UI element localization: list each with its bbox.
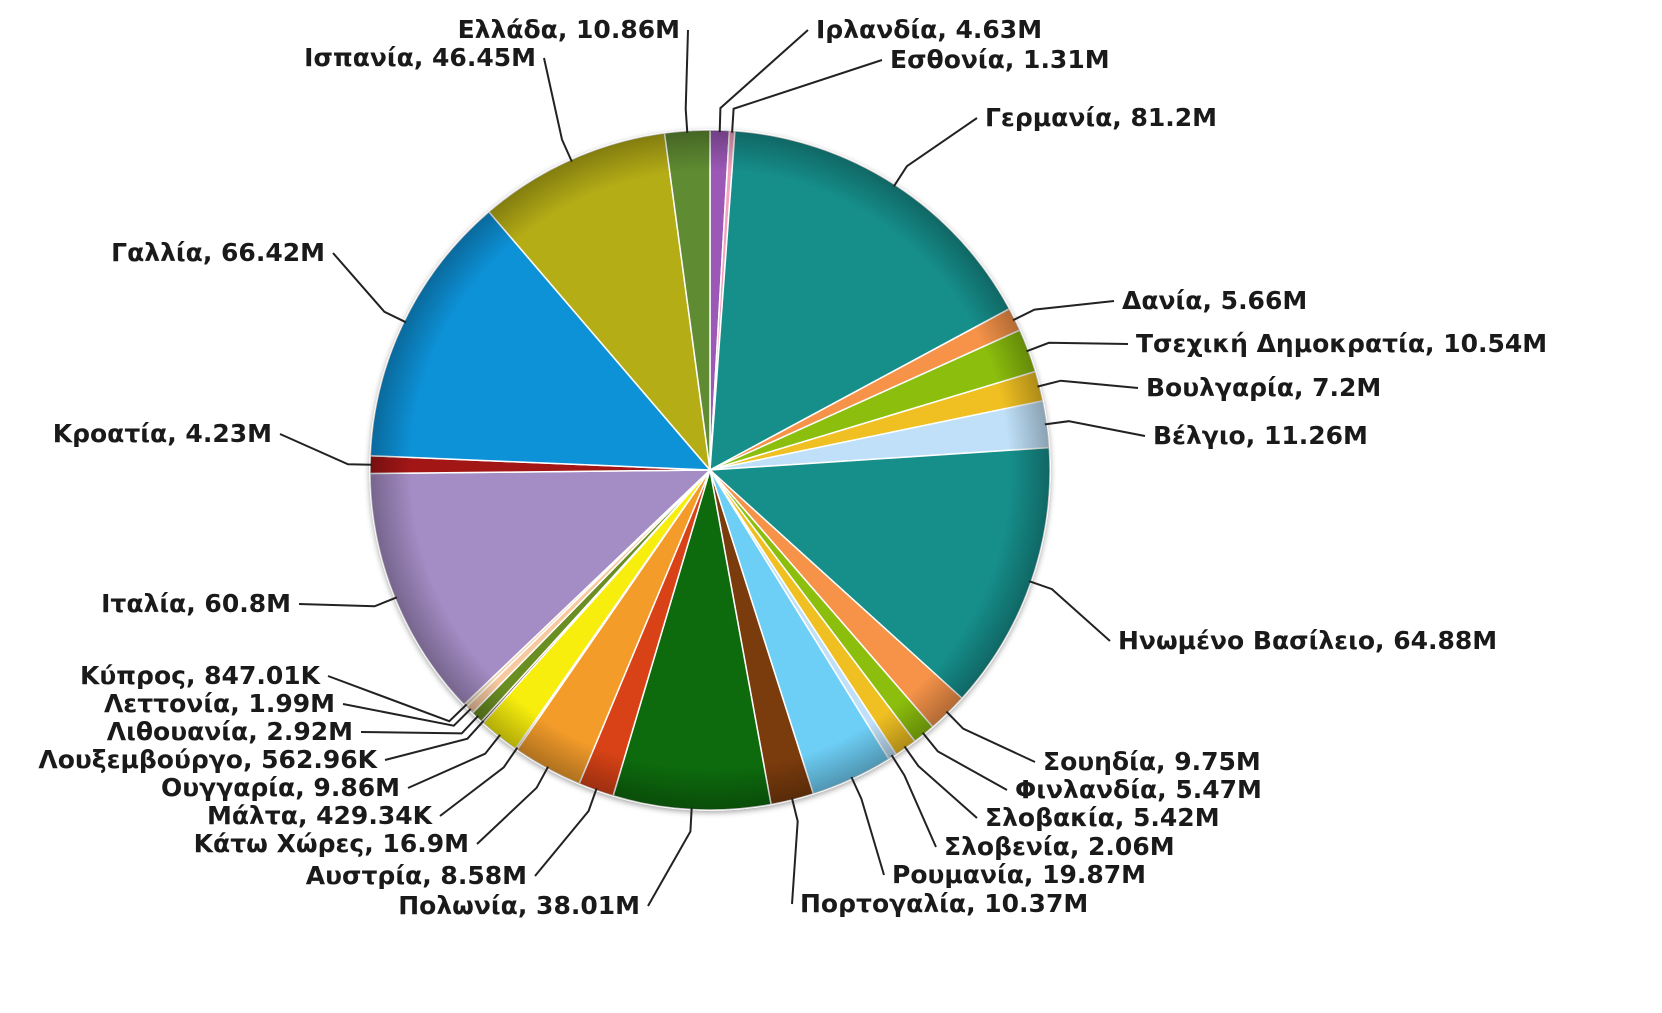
leader-line [892, 117, 978, 187]
slice-label: Ρουμανία, 19.87M [892, 860, 1146, 889]
pie-rim [370, 130, 1050, 810]
slice-label: Σλοβακία, 5.42M [985, 803, 1220, 832]
slice-label: Ιταλία, 60.8M [101, 589, 291, 618]
leader-line [1012, 300, 1115, 322]
leader-line [332, 252, 407, 324]
slice-label: Βέλγιο, 11.26M [1153, 421, 1368, 450]
leader-line [1044, 420, 1146, 437]
leader-line [850, 776, 885, 876]
leader-line [360, 715, 479, 735]
slice-label: Λουξεμβούργο, 562.96K [38, 745, 378, 774]
slice-label: Λιθουανία, 2.92M [107, 717, 353, 746]
leader-line [945, 710, 1036, 763]
slice-label: Λεττονία, 1.99M [104, 689, 335, 718]
leader-line [1037, 379, 1139, 389]
leader-line [384, 720, 485, 761]
leader-line [327, 675, 468, 723]
slice-label: Φινλανδία, 5.47M [1015, 775, 1262, 804]
slice-label: Πολωνία, 38.01M [398, 891, 640, 920]
slice-label: Βουλγαρία, 7.2M [1146, 373, 1381, 402]
slice-label: Μάλτα, 429.34K [207, 801, 434, 830]
slice-label: Πορτογαλία, 10.37M [800, 889, 1088, 918]
leader-line [903, 745, 978, 819]
slice-label: Ισπανία, 46.45M [304, 43, 536, 72]
pie-rim-shade [370, 130, 1050, 810]
slice-label: Ουγγαρία, 9.86M [161, 773, 400, 802]
leader-line [407, 734, 501, 789]
slice-label: Γερμανία, 81.2M [985, 103, 1217, 132]
slice-label: Ιρλανδία, 4.63M [816, 15, 1042, 44]
leader-line [534, 788, 598, 877]
slice-label: Ηνωμένο Βασίλειο, 64.88M [1118, 626, 1497, 655]
slice-label: Γαλλία, 66.42M [111, 238, 325, 267]
leader-line [279, 433, 373, 466]
leader-line [921, 732, 1008, 791]
slice-label: Ελλάδα, 10.86M [458, 15, 680, 44]
slice-label: Τσεχική Δημοκρατία, 10.54M [1136, 329, 1547, 358]
slice-label: Κύπρος, 847.01K [80, 661, 322, 690]
leader-line [790, 797, 799, 905]
leader-line [718, 29, 809, 133]
leader-line [890, 754, 937, 848]
leader-line [476, 766, 549, 845]
leader-line [342, 703, 472, 727]
leader-lines [279, 29, 1146, 907]
slice-label: Σουηδία, 9.75M [1043, 747, 1261, 776]
slice-label: Εσθονία, 1.31M [890, 45, 1110, 74]
leader-line [439, 747, 519, 817]
leader-line [1026, 341, 1129, 353]
slice-label: Σλοβενία, 2.06M [944, 832, 1175, 861]
leader-line [647, 807, 693, 907]
leader-line [1028, 580, 1111, 642]
leader-line [684, 29, 689, 133]
slice-label: Κάτω Χώρες, 16.9M [194, 829, 469, 858]
leader-line [298, 596, 398, 608]
slice-label: Αυστρία, 8.58M [306, 861, 527, 890]
slice-label: Κροατία, 4.23M [53, 419, 272, 448]
leader-line [543, 57, 573, 162]
slice-label: Δανία, 5.66M [1122, 286, 1307, 315]
leader-line [731, 59, 883, 133]
